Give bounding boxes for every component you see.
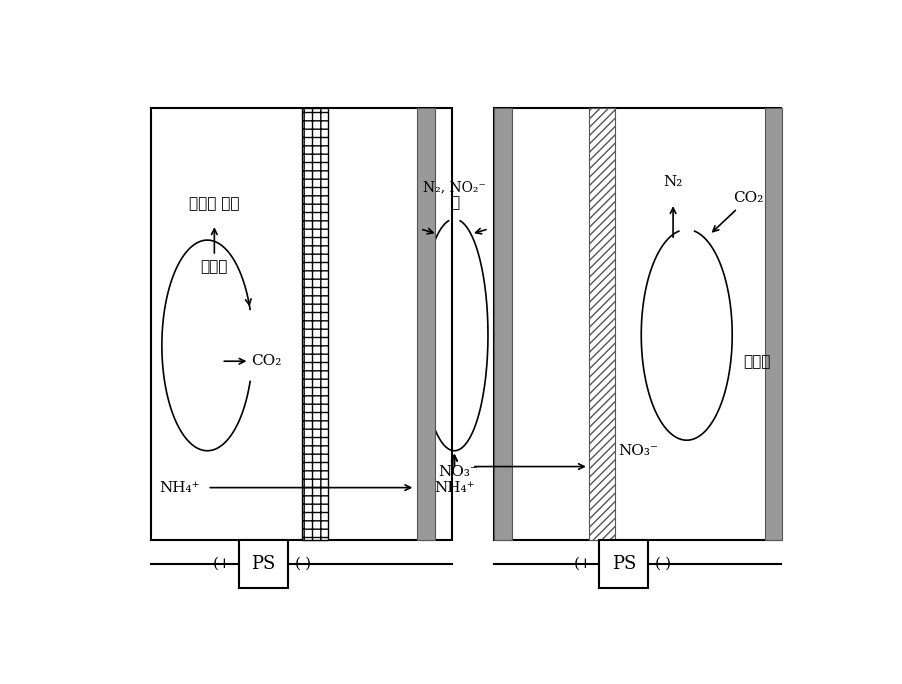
Text: 유기물: 유기물 [742,354,769,369]
Text: (+: (+ [573,557,592,571]
Text: NH₄⁺: NH₄⁺ [434,481,474,495]
Text: 등: 등 [449,196,458,210]
Text: N₂: N₂ [663,175,682,189]
Text: 유기물: 유기물 [200,259,228,274]
Bar [493,109,780,540]
Text: PS: PS [611,555,635,573]
Bar [301,109,328,540]
Text: NH₄⁺: NH₄⁺ [159,481,199,495]
Bar [493,109,511,540]
Bar [588,109,614,540]
Text: 혐기성 발효: 혐기성 발효 [189,196,239,211]
Text: (+: (+ [213,557,232,571]
Text: N₂, NO₂⁻: N₂, NO₂⁻ [422,181,485,194]
Text: (-): (-) [295,557,311,571]
Text: CO₂: CO₂ [251,354,281,368]
Bar [599,540,648,588]
Text: NO₃⁻: NO₃⁻ [617,444,657,458]
Text: NO₃⁻: NO₃⁻ [437,465,477,479]
Text: CO₂: CO₂ [732,191,762,205]
Bar [764,109,781,540]
Bar [417,109,435,540]
Text: PS: PS [251,555,275,573]
Bar [152,109,452,540]
Bar [238,540,288,588]
Text: (-): (-) [655,557,672,571]
